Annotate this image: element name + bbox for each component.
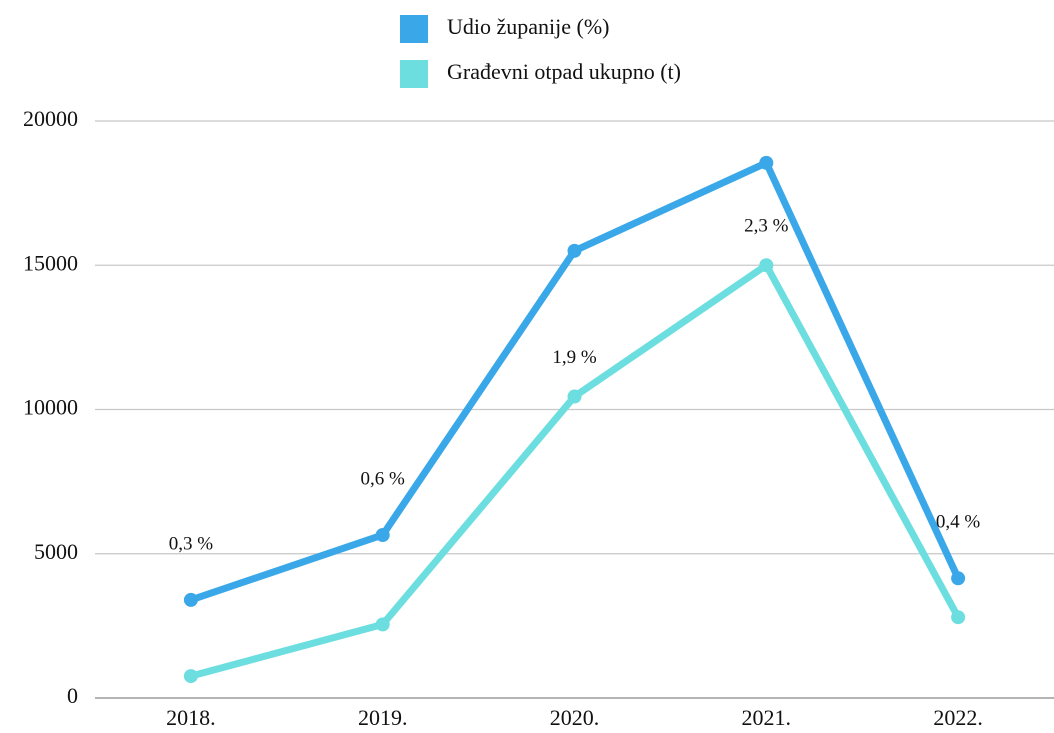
x-tick-label: 2019. — [358, 705, 408, 730]
legend-swatch — [400, 15, 428, 43]
data-point — [567, 389, 582, 404]
data-point — [375, 527, 390, 542]
x-tick-label: 2020. — [550, 705, 600, 730]
data-point — [951, 571, 966, 586]
data-point — [183, 669, 198, 684]
data-point — [759, 258, 774, 273]
y-tick-label: 0 — [67, 683, 78, 708]
x-tick-label: 2022. — [933, 705, 983, 730]
y-tick-label: 20000 — [23, 106, 78, 131]
legend-label: Građevni otpad ukupno (t) — [447, 59, 681, 84]
y-tick-label: 10000 — [23, 395, 78, 420]
legend-swatch — [400, 60, 428, 88]
annotation: 0,6 % — [361, 468, 406, 489]
data-point — [567, 243, 582, 258]
x-tick-label: 2018. — [166, 705, 216, 730]
y-tick-label: 15000 — [23, 250, 78, 275]
legend-label: Udio županije (%) — [447, 14, 610, 39]
y-tick-label: 5000 — [34, 539, 78, 564]
annotation: 1,9 % — [552, 347, 597, 368]
annotation: 0,3 % — [169, 533, 214, 554]
data-point — [759, 155, 774, 170]
data-point — [375, 617, 390, 632]
x-tick-label: 2021. — [742, 705, 792, 730]
data-point — [183, 592, 198, 607]
series-line — [189, 159, 962, 604]
annotation: 2,3 % — [744, 216, 789, 237]
annotation: 0,4 % — [936, 512, 981, 533]
data-point — [951, 610, 966, 625]
